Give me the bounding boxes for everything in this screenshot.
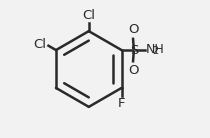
Text: O: O — [128, 64, 138, 77]
Text: 2: 2 — [152, 46, 159, 56]
Text: NH: NH — [146, 43, 165, 56]
Text: F: F — [118, 97, 125, 110]
Text: Cl: Cl — [33, 38, 46, 51]
Text: Cl: Cl — [82, 9, 95, 22]
Text: S: S — [130, 44, 139, 57]
Text: O: O — [128, 23, 138, 36]
